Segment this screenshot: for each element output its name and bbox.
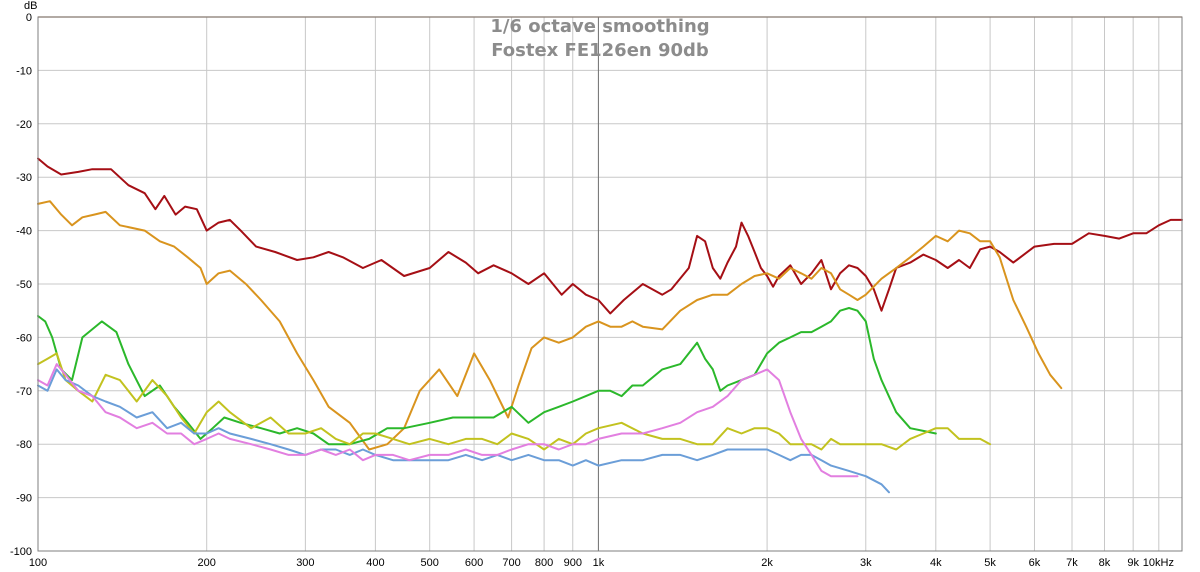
x-tick-label: 2k bbox=[761, 557, 773, 569]
y-tick-label: -10 bbox=[16, 65, 32, 77]
x-tick-label: 9k bbox=[1127, 557, 1139, 569]
x-tick-label: 10kHz bbox=[1143, 557, 1174, 569]
chart-title-line-2: Fostex FE126en 90db bbox=[491, 40, 709, 61]
x-tick-label: 100 bbox=[29, 557, 47, 569]
x-tick-label: 7k bbox=[1066, 557, 1078, 569]
series-line-4 bbox=[37, 352, 992, 451]
series-line-5 bbox=[37, 368, 890, 494]
x-tick-label: 8k bbox=[1099, 557, 1111, 569]
chart-title-line-1: 1/6 octave smoothing bbox=[490, 16, 709, 37]
series-line-2 bbox=[37, 200, 1063, 451]
y-tick-label: -50 bbox=[16, 279, 32, 291]
y-tick-label: -100 bbox=[10, 546, 32, 558]
series-layer bbox=[37, 157, 1183, 494]
y-tick-label: -20 bbox=[16, 119, 32, 131]
x-tick-label: 900 bbox=[564, 557, 582, 569]
y-tick-label: 0 bbox=[26, 12, 32, 24]
grid bbox=[38, 16, 1182, 551]
y-tick-label: -40 bbox=[16, 226, 32, 238]
y-axis-tick-labels: 0 -10 -20 -30 -40 -50 -60 -70 -80 -90 -100 bbox=[10, 12, 32, 558]
x-axis-tick-labels: 100 200 300 400 500 600 700 800 900 1k 2k 3k 4k 5k 6k 7… bbox=[29, 557, 1174, 569]
x-tick-label: 4k bbox=[930, 557, 942, 569]
y-tick-label: -80 bbox=[16, 439, 32, 451]
y-tick-label: -30 bbox=[16, 172, 32, 184]
x-tick-label: 200 bbox=[198, 557, 216, 569]
y-tick-label: -70 bbox=[16, 386, 32, 398]
x-tick-label: 1k bbox=[593, 557, 605, 569]
x-tick-label: 600 bbox=[465, 557, 483, 569]
y-tick-label: -60 bbox=[16, 332, 32, 344]
x-tick-label: 300 bbox=[296, 557, 314, 569]
plot-border bbox=[37, 16, 1183, 552]
series-line-6 bbox=[37, 363, 859, 478]
x-tick-label: 800 bbox=[535, 557, 553, 569]
x-tick-label: 3k bbox=[860, 557, 872, 569]
x-tick-label: 6k bbox=[1029, 557, 1041, 569]
x-tick-label: 700 bbox=[502, 557, 520, 569]
x-tick-label: 500 bbox=[421, 557, 439, 569]
x-tick-label: 5k bbox=[984, 557, 996, 569]
y-tick-label: -90 bbox=[16, 493, 32, 505]
x-tick-label: 400 bbox=[366, 557, 384, 569]
y-axis-unit-label: dB bbox=[24, 0, 37, 12]
series-line-1 bbox=[37, 157, 1183, 315]
